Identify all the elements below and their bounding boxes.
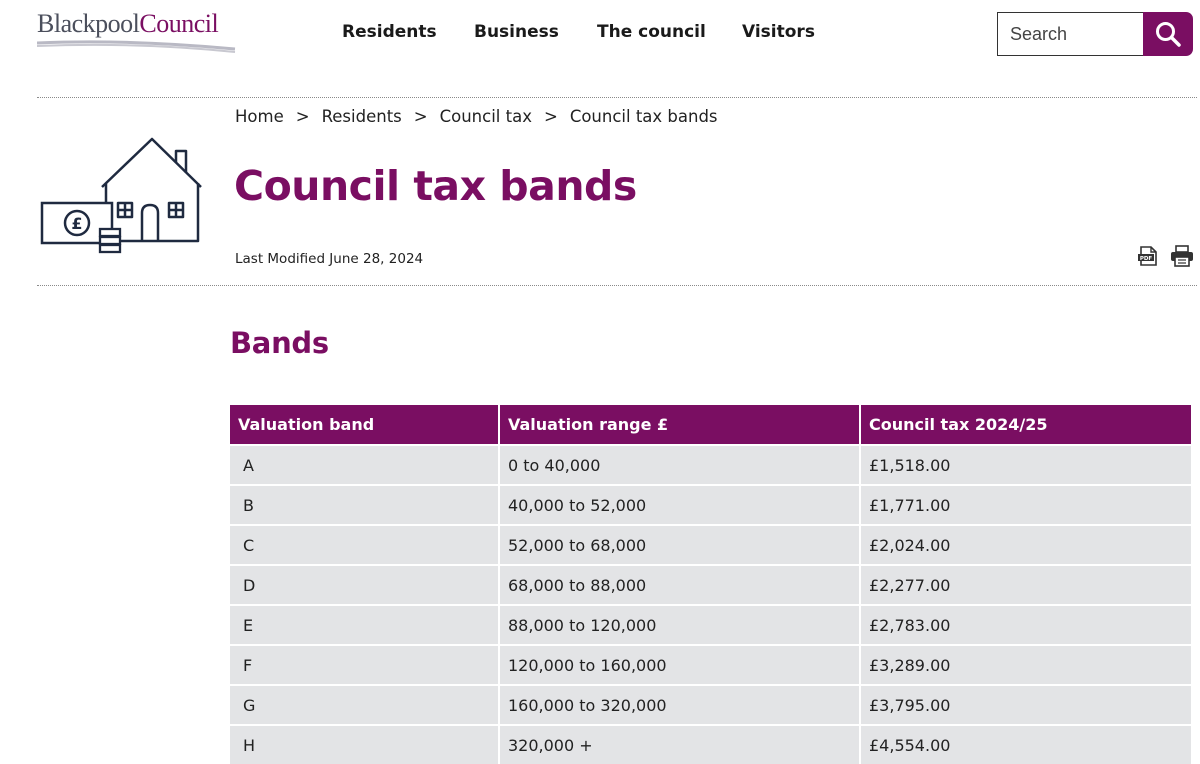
table-row: F 120,000 to 160,000 £3,289.00 — [230, 644, 1191, 685]
cell-range: 68,000 to 88,000 — [499, 564, 861, 605]
svg-text:PDF: PDF — [1140, 256, 1153, 262]
logo-swoosh-icon — [37, 40, 236, 53]
header-divider — [37, 97, 1197, 98]
cell-range: 160,000 to 320,000 — [499, 684, 861, 725]
table-row: D 68,000 to 88,000 £2,277.00 — [230, 564, 1191, 605]
cell-band: A — [230, 444, 500, 485]
logo-text: BlackpoolCouncil — [37, 9, 219, 39]
cell-tax: £2,783.00 — [860, 604, 1191, 645]
title-divider — [37, 285, 1197, 286]
cell-range: 0 to 40,000 — [499, 444, 861, 485]
table-row: C 52,000 to 68,000 £2,024.00 — [230, 524, 1191, 565]
table-row: A 0 to 40,000 £1,518.00 — [230, 444, 1191, 485]
svg-text:£: £ — [71, 214, 82, 233]
breadcrumb-separator: > — [413, 107, 428, 126]
cell-tax: £2,277.00 — [860, 564, 1191, 605]
cell-band: C — [230, 524, 500, 565]
cell-band: H — [230, 724, 500, 764]
cell-band: B — [230, 484, 500, 525]
cell-band: G — [230, 684, 500, 725]
table-row: H 320,000 + £4,554.00 — [230, 724, 1191, 764]
cell-range: 320,000 + — [499, 724, 861, 764]
cell-range: 52,000 to 68,000 — [499, 524, 861, 565]
cell-tax: £4,554.00 — [860, 724, 1191, 764]
nav-residents[interactable]: Residents — [342, 22, 437, 42]
column-header-council-tax: Council tax 2024/25 — [860, 405, 1191, 445]
nav-business[interactable]: Business — [474, 22, 559, 42]
logo-text-blackpool: Blackpool — [37, 9, 140, 38]
blackpool-council-logo[interactable]: BlackpoolCouncil — [37, 9, 237, 53]
search-input[interactable] — [997, 12, 1145, 56]
nav-visitors[interactable]: Visitors — [742, 22, 815, 42]
cell-tax: £2,024.00 — [860, 524, 1191, 565]
cell-tax: £3,795.00 — [860, 684, 1191, 725]
section-title-bands: Bands — [230, 326, 329, 360]
breadcrumb-home[interactable]: Home — [235, 107, 284, 126]
search-box — [997, 12, 1193, 56]
cell-range: 120,000 to 160,000 — [499, 644, 861, 685]
cell-tax: £1,771.00 — [860, 484, 1191, 525]
house-with-pound-note-icon: £ — [40, 137, 202, 254]
cell-range: 40,000 to 52,000 — [499, 484, 861, 525]
search-icon — [1156, 22, 1181, 47]
breadcrumb-separator: > — [295, 107, 310, 126]
search-button[interactable] — [1143, 12, 1193, 56]
table-row: E 88,000 to 120,000 £2,783.00 — [230, 604, 1191, 645]
breadcrumb-separator: > — [543, 107, 558, 126]
table-row: B 40,000 to 52,000 £1,771.00 — [230, 484, 1191, 525]
pdf-icon[interactable]: PDF — [1137, 245, 1159, 267]
breadcrumb-current: Council tax bands — [569, 107, 718, 126]
cell-band: E — [230, 604, 500, 645]
last-modified-date: Last Modified June 28, 2024 — [235, 251, 424, 267]
table-row: G 160,000 to 320,000 £3,795.00 — [230, 684, 1191, 725]
breadcrumb-residents[interactable]: Residents — [321, 107, 402, 126]
nav-the-council[interactable]: The council — [597, 22, 706, 42]
cell-range: 88,000 to 120,000 — [499, 604, 861, 645]
page-title: Council tax bands — [234, 162, 637, 210]
column-header-valuation-range: Valuation range £ — [499, 405, 861, 445]
cell-band: F — [230, 644, 500, 685]
print-icon[interactable] — [1170, 245, 1194, 267]
breadcrumb: Home > Residents > Council tax > Council tax b… — [235, 107, 718, 126]
cell-band: D — [230, 564, 500, 605]
column-header-valuation-band: Valuation band — [230, 405, 500, 445]
cell-tax: £3,289.00 — [860, 644, 1191, 685]
logo-text-council: Council — [139, 9, 219, 38]
cell-tax: £1,518.00 — [860, 444, 1191, 485]
council-tax-bands-table: Valuation band Valuation range £ Council… — [230, 405, 1191, 764]
breadcrumb-council-tax[interactable]: Council tax — [439, 107, 532, 126]
table-header-row: Valuation band Valuation range £ Council… — [230, 405, 1191, 445]
